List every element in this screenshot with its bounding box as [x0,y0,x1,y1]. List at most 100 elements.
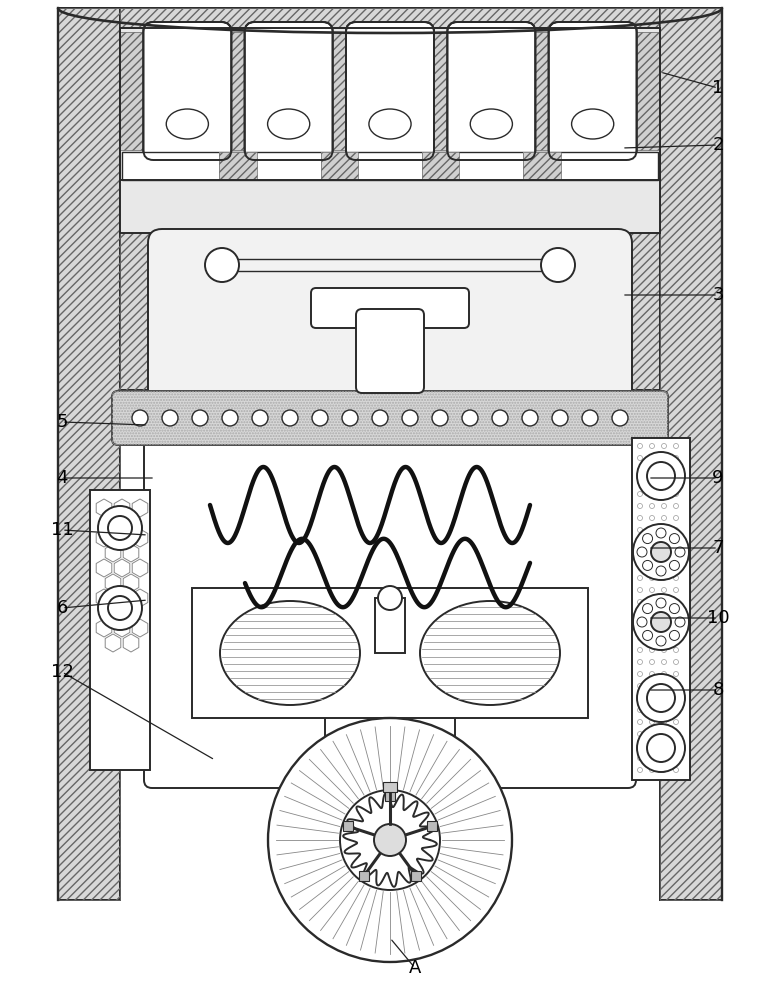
Circle shape [650,636,654,641]
Text: 12: 12 [51,663,73,681]
Circle shape [661,576,667,580]
Text: 7: 7 [712,539,724,557]
Circle shape [650,732,654,736]
Circle shape [661,611,667,616]
Bar [321,32,358,150]
Polygon shape [105,514,121,532]
Bar [625,32,660,150]
Circle shape [661,744,667,748]
Circle shape [637,528,643,532]
Circle shape [522,410,538,426]
Circle shape [647,734,675,762]
Circle shape [637,547,647,557]
Circle shape [651,542,671,562]
Circle shape [462,410,478,426]
Bar [385,791,395,801]
Circle shape [98,586,142,630]
Circle shape [674,708,679,712]
Circle shape [650,611,654,616]
Polygon shape [115,529,130,547]
FancyBboxPatch shape [245,22,333,160]
Circle shape [661,516,667,520]
Circle shape [674,756,679,760]
Bar [523,152,561,180]
Polygon shape [105,544,121,562]
Circle shape [132,410,148,426]
Bar [122,152,658,180]
Text: 1: 1 [712,79,724,97]
Bar [220,32,256,150]
FancyBboxPatch shape [356,309,424,393]
Circle shape [650,684,654,688]
Circle shape [674,732,679,736]
Circle shape [661,491,667,496]
Circle shape [661,708,667,712]
Circle shape [637,576,643,580]
Text: 8: 8 [712,681,724,699]
Bar [220,32,256,150]
Bar [344,821,353,831]
Bar [422,152,460,180]
Polygon shape [96,589,112,607]
Text: 6: 6 [56,599,68,617]
Circle shape [637,708,643,712]
Bar [58,8,120,900]
Circle shape [661,480,667,485]
Bar [321,32,358,150]
Circle shape [650,648,654,652]
Circle shape [650,708,654,712]
Circle shape [637,516,643,520]
Circle shape [675,547,685,557]
Polygon shape [115,619,130,637]
Circle shape [674,648,679,652]
Circle shape [674,528,679,532]
Circle shape [669,630,679,640]
Polygon shape [123,634,139,652]
Circle shape [661,648,667,652]
Circle shape [637,452,685,500]
Circle shape [650,696,654,700]
Circle shape [252,410,268,426]
Circle shape [650,444,654,448]
Ellipse shape [268,718,512,962]
Circle shape [650,672,654,676]
Polygon shape [115,559,130,577]
Circle shape [552,410,568,426]
Polygon shape [105,574,121,592]
Polygon shape [96,529,112,547]
Bar [58,8,120,900]
Circle shape [637,660,643,664]
Circle shape [432,410,448,426]
Circle shape [650,480,654,485]
Circle shape [582,410,598,426]
Circle shape [669,560,679,570]
Text: 4: 4 [56,469,68,487]
Polygon shape [123,574,139,592]
Circle shape [674,744,679,748]
Circle shape [661,756,667,760]
Circle shape [656,528,666,538]
Circle shape [661,528,667,532]
Bar [660,8,722,900]
Bar [120,32,155,150]
Circle shape [162,410,178,426]
Bar [321,152,358,180]
Circle shape [282,410,298,426]
Circle shape [674,444,679,448]
Circle shape [650,456,654,460]
Text: 11: 11 [51,521,73,539]
Polygon shape [123,604,139,622]
Circle shape [643,560,653,570]
Ellipse shape [268,109,310,139]
Circle shape [674,540,679,544]
Polygon shape [132,619,148,637]
Circle shape [637,617,647,627]
Circle shape [650,587,654,592]
Circle shape [650,720,654,724]
Circle shape [643,604,653,614]
Circle shape [674,468,679,473]
Bar [120,28,660,233]
Bar [660,8,722,900]
Circle shape [661,720,667,724]
Circle shape [674,720,679,724]
